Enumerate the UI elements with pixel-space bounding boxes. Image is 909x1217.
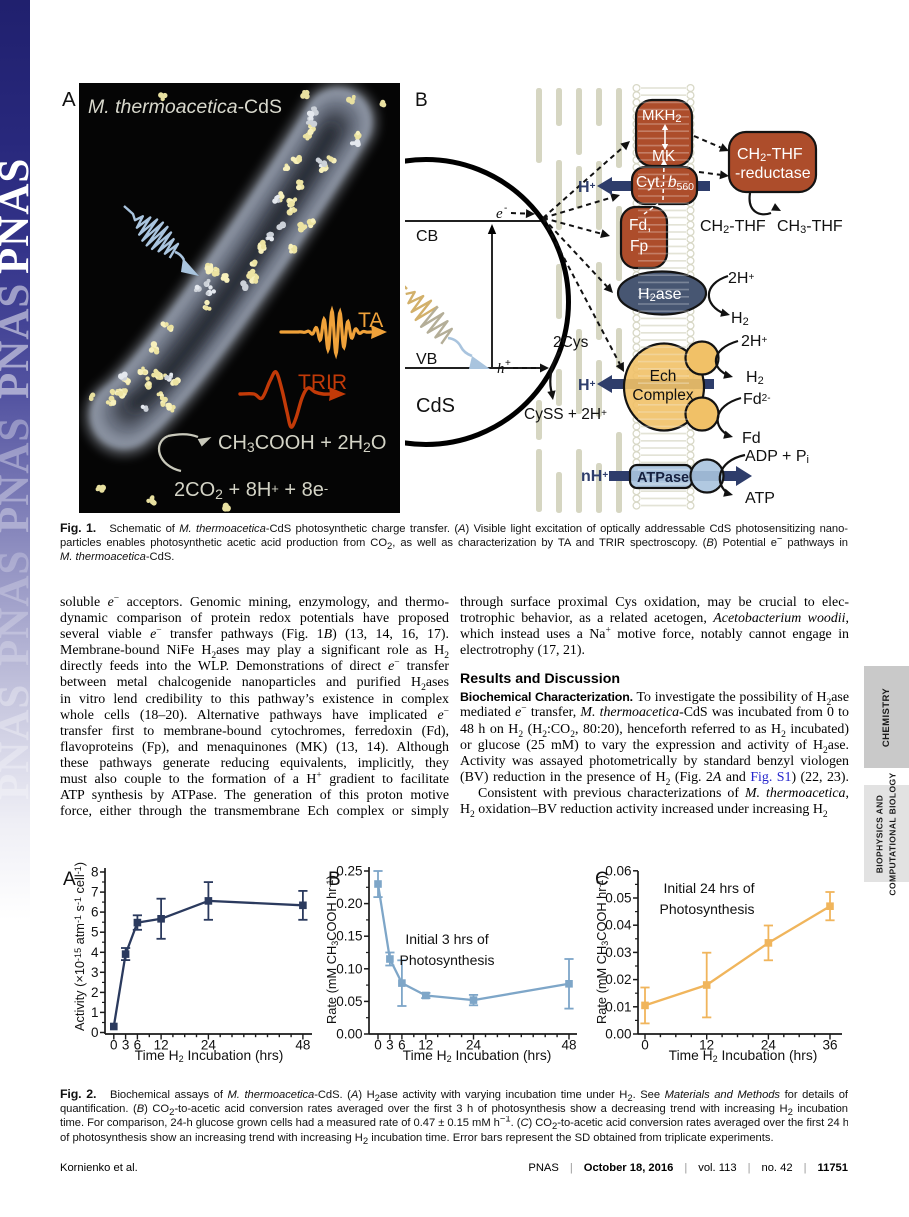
svg-text:3: 3 (386, 1038, 394, 1053)
svg-text:48: 48 (295, 1038, 310, 1053)
svg-text:2CO2 + 8H+ + 8e-: 2CO2 + 8H+ + 8e- (174, 479, 328, 502)
svg-text:+: + (505, 358, 511, 369)
svg-text:0.00: 0.00 (605, 1027, 631, 1042)
svg-text:24: 24 (761, 1038, 777, 1053)
svg-text:5: 5 (91, 925, 99, 940)
svg-text:H+: H+ (578, 179, 596, 196)
svg-text:Activity (×10-15 atm-1 s-1 cel: Activity (×10-15 atm-1 s-1 cell-1) (72, 862, 87, 1031)
svg-text:Fd2-: Fd2- (743, 391, 771, 408)
svg-text:MKH2: MKH2 (642, 107, 681, 125)
svg-text:-reductase: -reductase (735, 165, 811, 182)
svg-text:CdS: CdS (416, 395, 455, 417)
svg-text:Ech: Ech (650, 368, 677, 385)
svg-text:TRIR: TRIR (298, 371, 347, 394)
svg-text:Time H2 Incubation (hrs): Time H2 Incubation (hrs) (403, 1048, 552, 1064)
svg-text:Complex: Complex (632, 387, 693, 404)
svg-text:2: 2 (91, 985, 99, 1000)
svg-text:12: 12 (418, 1038, 433, 1053)
svg-text:3: 3 (122, 1038, 130, 1053)
svg-text:Fd: Fd (742, 430, 761, 447)
svg-text:0.20: 0.20 (336, 896, 362, 911)
svg-text:C: C (595, 869, 609, 890)
svg-text:0: 0 (374, 1038, 382, 1053)
svg-text:Time H2 Incubation (hrs): Time H2 Incubation (hrs) (669, 1048, 818, 1064)
svg-text:Photosynthesis: Photosynthesis (660, 901, 755, 917)
svg-text:Time H2 Incubation (hrs): Time H2 Incubation (hrs) (135, 1048, 284, 1064)
svg-text:0.10: 0.10 (336, 961, 362, 976)
svg-text:0.01: 0.01 (605, 999, 631, 1014)
svg-text:B: B (415, 90, 428, 111)
svg-text:Fp: Fp (630, 238, 648, 255)
svg-text:0.25: 0.25 (336, 864, 362, 879)
svg-text:0: 0 (641, 1038, 649, 1053)
svg-text:3: 3 (91, 965, 99, 980)
svg-text:CH3-THF: CH3-THF (777, 218, 843, 236)
svg-text:7: 7 (91, 885, 99, 900)
svg-text:MK: MK (652, 148, 676, 165)
svg-text:-: - (504, 203, 507, 214)
svg-text:ATPase: ATPase (637, 470, 689, 486)
svg-text:48: 48 (561, 1038, 576, 1053)
svg-text:H2: H2 (746, 369, 764, 387)
svg-text:0.04: 0.04 (605, 918, 632, 933)
svg-text:Initial 24 hrs of: Initial 24 hrs of (663, 880, 754, 896)
svg-text:Rate (mM CH3COOH hr-1): Rate (mM CH3COOH hr-1) (594, 875, 610, 1024)
svg-text:CH2-THF: CH2-THF (700, 218, 766, 236)
svg-text:2H+: 2H+ (741, 333, 767, 350)
svg-text:Initial 3 hrs of: Initial 3 hrs of (405, 931, 488, 947)
svg-text:Photosynthesis: Photosynthesis (400, 952, 495, 968)
svg-text:4: 4 (91, 945, 99, 960)
svg-text:0.15: 0.15 (336, 929, 362, 944)
svg-text:0.03: 0.03 (605, 945, 631, 960)
svg-text:e: e (496, 206, 503, 222)
svg-text:M. thermoacetica-CdS: M. thermoacetica-CdS (88, 96, 282, 118)
svg-text:0.05: 0.05 (336, 994, 362, 1009)
svg-text:1: 1 (91, 1005, 99, 1020)
svg-text:0.06: 0.06 (605, 863, 631, 878)
svg-text:6: 6 (398, 1038, 406, 1053)
svg-text:Fd,: Fd, (629, 217, 651, 234)
svg-text:24: 24 (466, 1038, 482, 1053)
svg-text:h: h (497, 361, 505, 377)
svg-text:nH+: nH+ (581, 468, 608, 485)
svg-text:0.05: 0.05 (605, 891, 631, 906)
svg-text:6: 6 (134, 1038, 142, 1053)
svg-text:CySS + 2H+: CySS + 2H+ (524, 406, 607, 423)
svg-text:CB: CB (416, 228, 438, 245)
svg-text:0.02: 0.02 (605, 972, 631, 987)
svg-text:CH3COOH + 2H2O: CH3COOH + 2H2O (218, 432, 386, 455)
svg-text:0.00: 0.00 (336, 1027, 362, 1042)
svg-text:Rate (mM CH3COOH hr-1): Rate (mM CH3COOH hr-1) (324, 875, 340, 1024)
svg-text:12: 12 (154, 1038, 169, 1053)
svg-text:24: 24 (201, 1038, 217, 1053)
svg-text:A: A (63, 869, 76, 890)
svg-text:0: 0 (110, 1038, 118, 1053)
svg-text:ADP + Pi: ADP + Pi (745, 448, 809, 466)
svg-text:12: 12 (699, 1038, 714, 1053)
svg-text:8: 8 (91, 865, 99, 880)
svg-text:6: 6 (91, 905, 99, 920)
svg-text:TA: TA (358, 309, 383, 332)
svg-text:ATP: ATP (745, 490, 775, 507)
svg-text:36: 36 (822, 1038, 837, 1053)
svg-text:2H+: 2H+ (728, 270, 754, 287)
svg-text:CH2-THF: CH2-THF (737, 146, 803, 164)
svg-text:H2: H2 (731, 310, 749, 328)
svg-text:0: 0 (91, 1025, 99, 1040)
svg-text:2Cys: 2Cys (553, 334, 589, 351)
svg-text:VB: VB (416, 351, 437, 368)
svg-text:H+: H+ (578, 377, 596, 394)
svg-text:B: B (328, 869, 341, 890)
svg-text:H2ase: H2ase (638, 286, 682, 304)
